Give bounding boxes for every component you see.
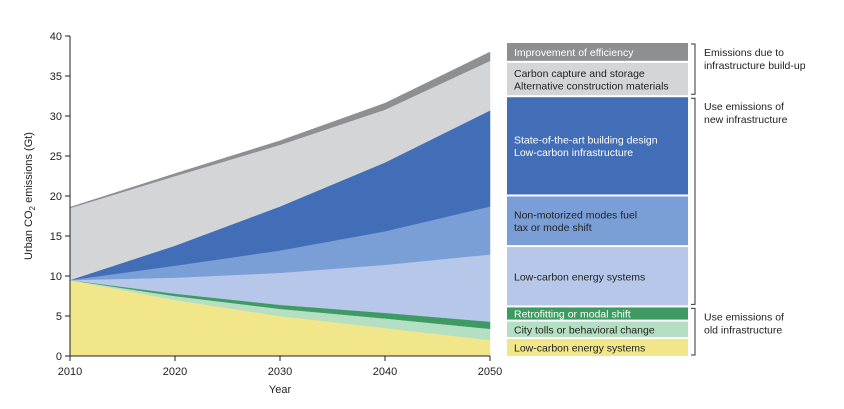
legend-label: Low-carbon infrastructure bbox=[514, 147, 633, 159]
area-series-8 bbox=[69, 51, 491, 209]
y-tick-label: 15 bbox=[50, 231, 62, 243]
y-tick-label: 5 bbox=[56, 311, 62, 323]
y-tick-label: 30 bbox=[50, 111, 62, 123]
legend-label: City tolls or behavioral change bbox=[514, 324, 655, 336]
group-label: infrastructure build-up bbox=[704, 60, 806, 72]
legend-label: tax or mode shift bbox=[514, 222, 592, 234]
legend-swatch-5 bbox=[507, 247, 688, 306]
group-bracket-3 bbox=[691, 307, 696, 356]
legend-swatch-7 bbox=[507, 321, 688, 337]
group-label: Use emissions of bbox=[704, 311, 784, 323]
x-tick-label: 2010 bbox=[58, 366, 82, 378]
group-label: new infrastructure bbox=[704, 114, 788, 126]
legend-swatch-6 bbox=[507, 307, 688, 320]
group-label: Emissions due to bbox=[704, 47, 784, 59]
legend-label: Non-motorized modes fuel bbox=[514, 210, 637, 222]
group-bracket-1 bbox=[691, 43, 696, 95]
y-tick-label: 25 bbox=[50, 151, 62, 163]
group-bracket-2 bbox=[691, 97, 696, 305]
legend-label: Improvement of efficiency bbox=[514, 47, 634, 59]
legend-swatch-2 bbox=[507, 62, 688, 96]
y-tick-label: 0 bbox=[56, 351, 62, 363]
y-tick-label: 40 bbox=[50, 31, 62, 43]
group-label: old infrastructure bbox=[704, 324, 782, 336]
x-tick-label: 2050 bbox=[478, 366, 502, 378]
y-axis-title: Urban CO2 emissions (Gt) bbox=[23, 132, 37, 260]
y-tick-label: 10 bbox=[50, 271, 62, 283]
y-tick-label: 35 bbox=[50, 71, 62, 83]
legend-swatch-1 bbox=[507, 43, 688, 61]
legend-label: Low-carbon energy systems bbox=[514, 271, 645, 283]
legend-label: Alternative construction materials bbox=[514, 80, 669, 92]
y-tick-label: 20 bbox=[50, 191, 62, 203]
x-tick-label: 2020 bbox=[163, 366, 187, 378]
legend-swatch-8 bbox=[507, 338, 688, 356]
legend-label: Carbon capture and storage bbox=[514, 68, 645, 80]
legend-label: State-of-the-art building design bbox=[514, 135, 658, 147]
x-axis-title: Year bbox=[269, 384, 292, 396]
x-tick-label: 2040 bbox=[373, 366, 397, 378]
legend-swatch-3 bbox=[507, 97, 688, 195]
legend-label: Retrofitting or modal shift bbox=[514, 309, 631, 321]
group-label: Use emissions of bbox=[704, 101, 784, 113]
legend-label: Low-carbon energy systems bbox=[514, 342, 645, 354]
legend-swatch-4 bbox=[507, 196, 688, 246]
x-tick-label: 2030 bbox=[268, 366, 292, 378]
